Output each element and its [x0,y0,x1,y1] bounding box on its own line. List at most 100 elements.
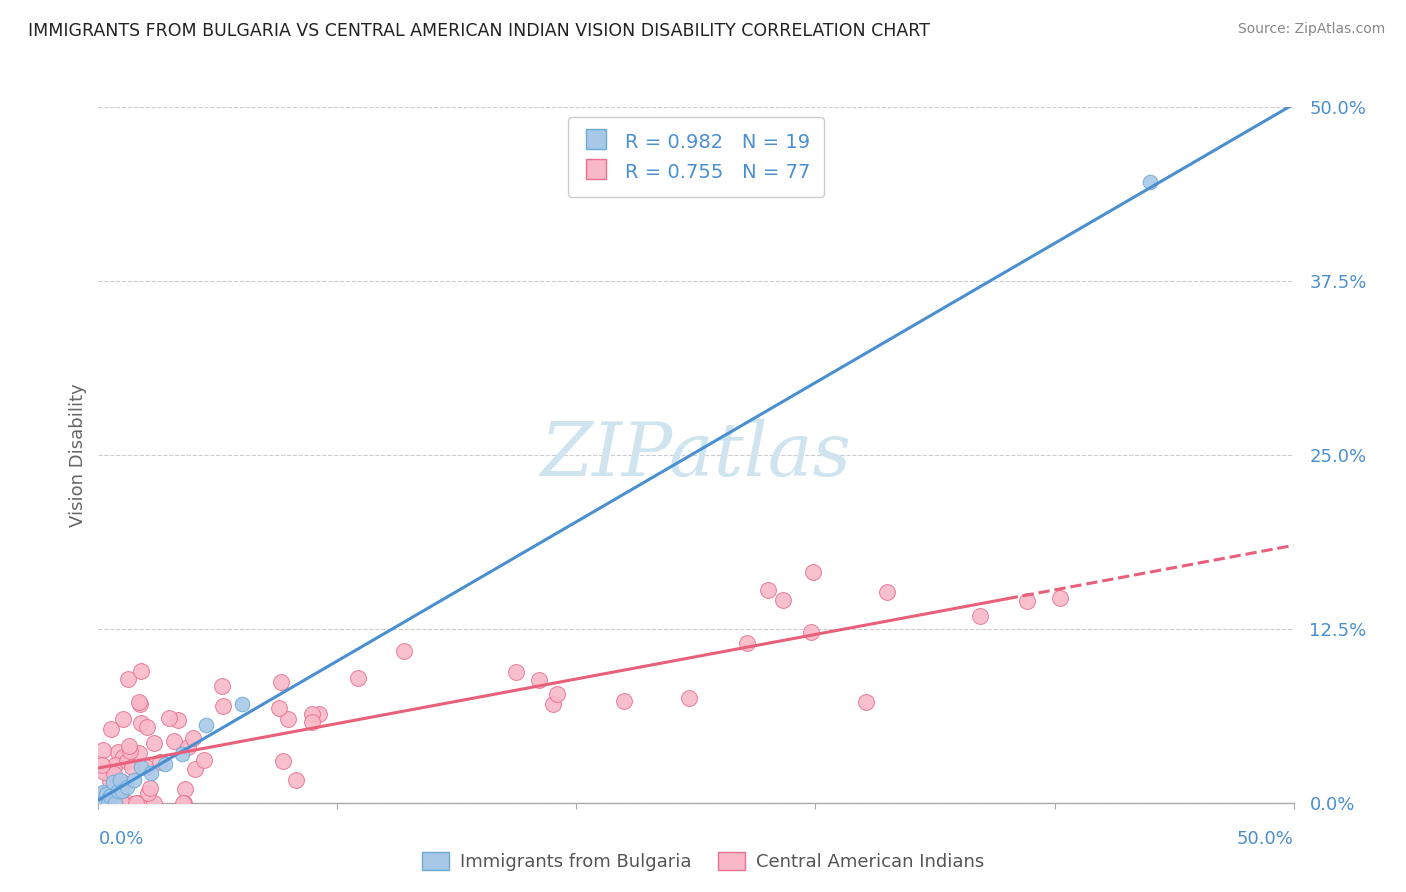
Point [541,698,564,712]
Point [157,711,180,725]
Point [269,701,291,715]
Point [91,743,114,757]
Point [172,796,194,810]
Point [118,744,141,758]
Point [111,749,134,764]
Point [104,786,127,800]
Point [139,780,162,795]
Point [108,773,131,788]
Y-axis label: Vision Disability: Vision Disability [69,383,87,527]
Point [117,672,139,686]
Point [172,747,194,761]
Point [546,687,568,701]
Point [94,787,117,801]
Point [104,796,127,810]
Point [756,583,779,598]
Point [127,796,149,810]
Point [111,795,134,809]
Point [103,789,125,804]
Point [98,774,121,789]
Point [139,766,162,780]
Point [270,675,292,690]
Point [131,759,153,773]
Point [93,787,115,801]
Point [135,720,157,734]
Point [97,796,120,810]
Point [111,784,134,798]
Point [101,775,124,789]
Point [527,673,550,687]
Point [301,706,323,721]
Point [111,712,134,726]
Point [115,780,138,794]
Point [111,774,134,789]
Point [125,796,148,810]
Point [100,723,122,737]
Point [91,758,114,772]
Point [737,636,759,650]
Point [772,592,794,607]
Point [128,747,150,761]
Point [167,713,190,727]
Point [110,782,132,797]
Point [803,565,825,579]
Point [211,679,233,693]
Point [211,698,233,713]
Point [98,789,122,804]
Point [142,736,165,750]
Point [1139,175,1161,189]
Text: IMMIGRANTS FROM BULGARIA VS CENTRAL AMERICAN INDIAN VISION DISABILITY CORRELATIO: IMMIGRANTS FROM BULGARIA VS CENTRAL AMER… [28,22,929,40]
Point [308,707,330,722]
Point [855,695,877,709]
Point [136,787,159,801]
Text: 50.0%: 50.0% [1237,830,1294,847]
Point [91,785,114,799]
Point [277,713,299,727]
Point [155,756,177,771]
Point [505,665,527,680]
Point [115,754,138,768]
Point [124,772,146,787]
Text: 0.0%: 0.0% [98,830,143,847]
Point [111,796,134,810]
Point [1049,591,1071,606]
Point [613,694,636,708]
Point [117,796,139,810]
Point [128,695,150,709]
Point [149,755,172,769]
Point [131,716,153,731]
Point [193,753,215,767]
Point [173,796,195,810]
Point [876,585,898,599]
Point [90,796,112,810]
Point [118,739,141,753]
Point [271,755,294,769]
Point [181,731,204,746]
Point [231,698,253,712]
Point [107,784,129,798]
Point [142,796,165,810]
Point [285,772,308,787]
Point [301,715,323,730]
Point [129,698,152,712]
Point [107,746,129,760]
Text: Source: ZipAtlas.com: Source: ZipAtlas.com [1237,22,1385,37]
Point [969,608,991,623]
Point [347,671,370,685]
Point [1015,593,1038,607]
Text: ZIPatlas: ZIPatlas [540,418,852,491]
Point [800,624,823,639]
Point [93,765,115,780]
Point [678,691,700,706]
Legend: R = 0.982   N = 19, R = 0.755   N = 77: R = 0.982 N = 19, R = 0.755 N = 77 [568,117,824,196]
Point [104,757,127,772]
Point [103,767,125,781]
Point [105,789,128,803]
Legend: Immigrants from Bulgaria, Central American Indians: Immigrants from Bulgaria, Central Americ… [415,845,991,879]
Point [184,762,207,776]
Point [194,718,217,732]
Point [103,796,125,810]
Point [177,740,200,755]
Point [121,760,143,774]
Point [163,734,186,748]
